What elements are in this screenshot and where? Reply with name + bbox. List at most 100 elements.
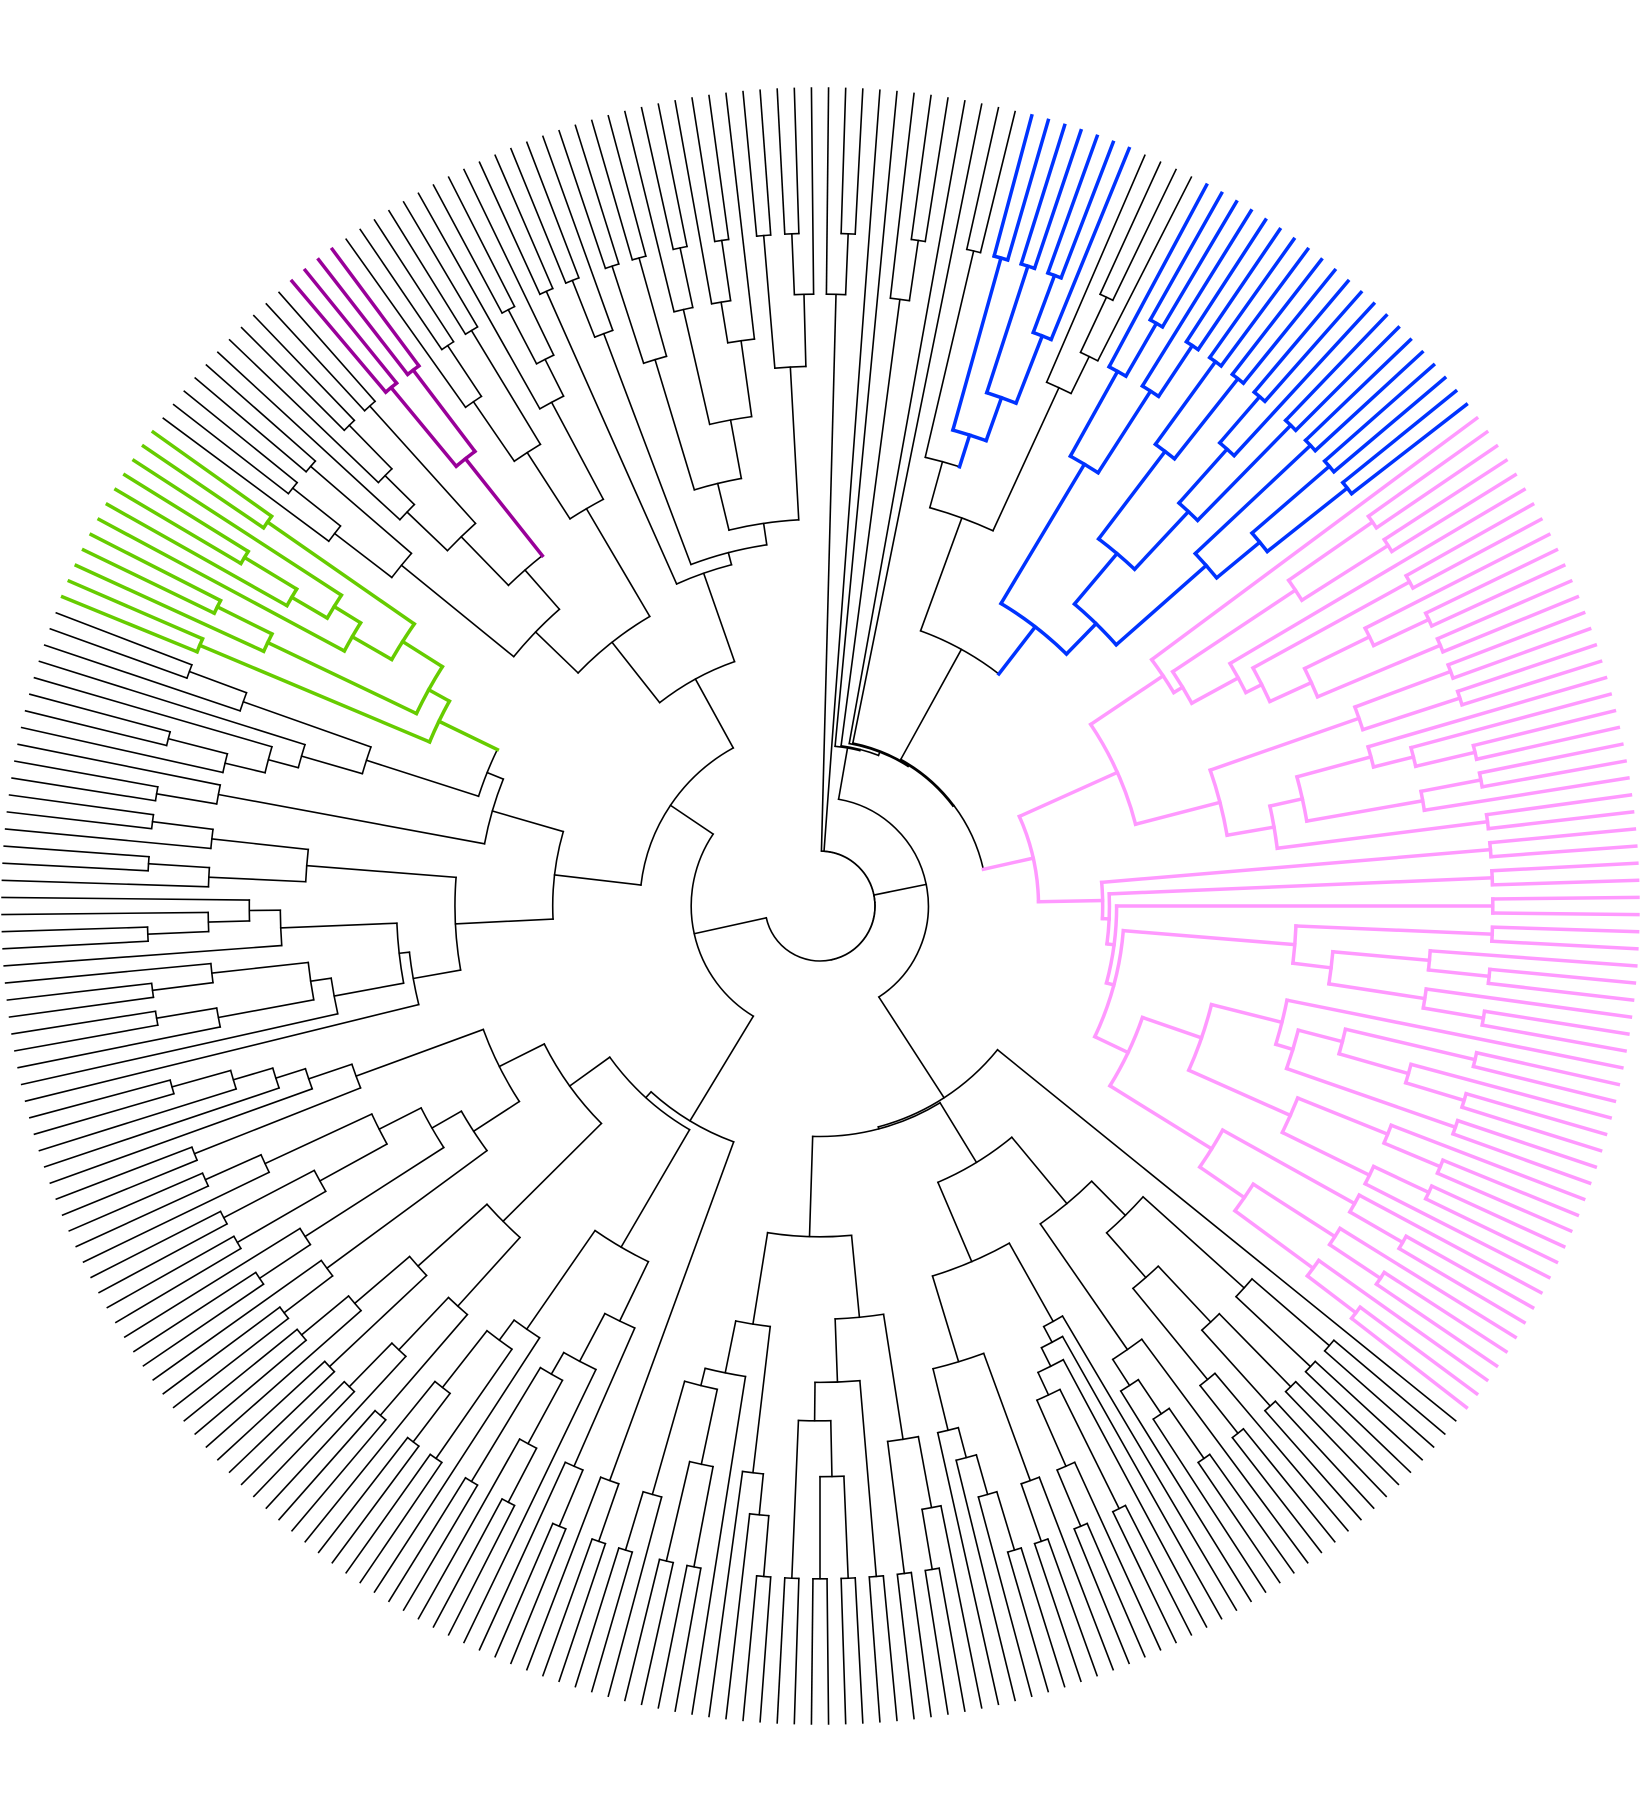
clade-connector-arc: [1045, 381, 1073, 395]
clade-connector-arc: [147, 855, 150, 872]
clade-connector-arc: [877, 1048, 999, 1128]
internal-branch: [1010, 1136, 1069, 1205]
tip-branch: [1312, 349, 1425, 454]
tip-branch: [525, 1476, 602, 1671]
tip-branch: [183, 390, 299, 484]
tip-branch: [834, 90, 898, 748]
internal-branch: [1141, 1195, 1246, 1290]
tip-branch: [938, 1567, 966, 1712]
internal-branch: [318, 1142, 389, 1183]
clade-connector-arc: [991, 253, 1010, 263]
internal-branch: [752, 1325, 772, 1474]
internal-branch: [1352, 669, 1453, 710]
clade-connector-arc: [689, 543, 768, 566]
internal-branch: [1381, 1140, 1443, 1170]
internal-branch: [426, 687, 452, 704]
internal-branch: [1157, 1265, 1212, 1324]
tip-branch: [68, 1172, 204, 1232]
tip-branch: [33, 676, 273, 748]
tip-branch: [1147, 190, 1224, 323]
tip-branch: [1062, 1358, 1208, 1628]
clade-connector-arc: [464, 1476, 479, 1487]
tip-branch: [1045, 134, 1100, 276]
internal-branch: [430, 1110, 463, 1130]
clade-connector-arc: [551, 830, 565, 920]
internal-branch: [644, 1090, 653, 1099]
clade-connector-arc: [868, 1574, 885, 1578]
clade-connector-arc: [201, 1172, 210, 1188]
internal-branch: [300, 1294, 350, 1336]
tip-branch: [1482, 1009, 1630, 1036]
clade-connector-arc: [825, 293, 847, 296]
clade-connector-arc: [454, 876, 462, 971]
internal-branch: [1186, 1067, 1293, 1118]
internal-branch: [1336, 1051, 1411, 1076]
tip-branch: [691, 97, 716, 243]
clade-connector-arc: [1197, 1453, 1211, 1464]
tip-branch: [172, 403, 290, 495]
tip-branch: [1140, 208, 1254, 389]
internal-branch: [1168, 1407, 1206, 1460]
tip-branch: [793, 1577, 800, 1725]
tip-branch: [1455, 1118, 1598, 1170]
tip-branch: [11, 1010, 157, 1035]
tip-branch: [854, 1577, 864, 1724]
internal-branch: [1207, 716, 1362, 773]
tip-branch: [13, 1024, 159, 1052]
clade-connector-arc: [453, 448, 478, 469]
internal-branch: [553, 874, 642, 886]
clade-connector-arc: [1111, 1338, 1143, 1361]
tip-branch: [1490, 878, 1640, 887]
internal-branch: [242, 700, 372, 749]
tip-branch: [1474, 725, 1621, 762]
internal-branch: [1036, 898, 1105, 904]
internal-branch: [820, 293, 837, 852]
internal-branch: [1290, 961, 1334, 970]
clade-connector-arc: [254, 1271, 265, 1286]
internal-branch: [1172, 376, 1241, 462]
internal-branch: [263, 1112, 373, 1165]
internal-branch: [279, 922, 398, 929]
internal-branch: [1123, 320, 1159, 379]
internal-branch: [1250, 1181, 1338, 1239]
clade-connector-arc: [539, 1366, 564, 1382]
clade-connector-arc: [608, 1056, 691, 1131]
internal-branch: [1304, 798, 1425, 824]
tip-branch: [1381, 1270, 1509, 1354]
tip-branch: [1332, 1339, 1446, 1436]
tip-branch: [590, 119, 634, 261]
tip-branch: [1365, 675, 1608, 749]
internal-branch: [460, 535, 510, 587]
clade-connector-arc: [690, 832, 755, 1018]
clade-connector-arc: [482, 1028, 521, 1103]
clade-connector-arc: [1250, 665, 1273, 704]
tip-branch: [49, 627, 188, 680]
tip-branch: [28, 693, 172, 733]
internal-branch: [383, 474, 416, 506]
tip-branch: [1207, 236, 1297, 361]
clade-connector-arc: [1231, 1427, 1245, 1439]
clade-connector-arc: [1286, 577, 1305, 603]
clade-connector-arc: [1153, 441, 1177, 462]
tip-branch: [1429, 563, 1567, 629]
clade-connector-arc: [931, 1242, 1011, 1277]
internal-branch: [215, 604, 275, 637]
tip-branch: [1, 896, 251, 901]
tip-branch: [691, 1375, 747, 1715]
tip-branch: [265, 1355, 407, 1510]
tip-branch: [1, 911, 209, 916]
tip-branch: [1020, 1547, 1066, 1688]
tip-branch: [640, 1561, 675, 1706]
internal-branch: [1058, 1388, 1121, 1510]
internal-branch: [716, 482, 730, 532]
tip-branch: [541, 1537, 594, 1677]
tip-branch: [525, 141, 580, 279]
internal-branch: [258, 1243, 312, 1280]
tip-branch: [331, 1445, 420, 1564]
clade-connector-arc: [500, 305, 516, 315]
internal-branch: [400, 639, 445, 670]
clade-connector-arc: [1099, 880, 1105, 921]
clade-connector-arc: [518, 1437, 538, 1450]
clade-connector-arc: [658, 660, 736, 704]
internal-branch: [378, 1106, 423, 1131]
